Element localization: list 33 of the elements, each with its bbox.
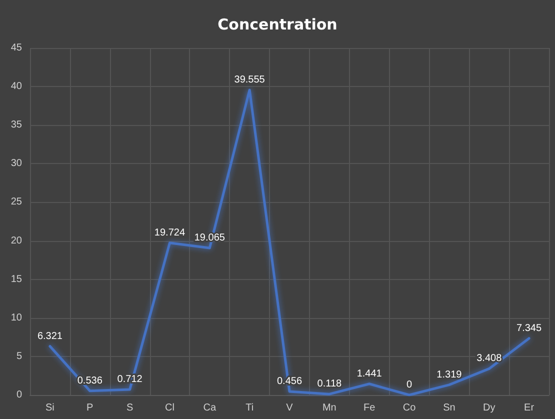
data-label: 6.321 [37, 330, 63, 342]
x-tick-label: Ca [203, 402, 216, 414]
data-label: 3.408 [476, 353, 502, 364]
data-label: 0 [406, 380, 412, 390]
data-label: 1.441 [356, 368, 382, 380]
x-tick-label: Mn [322, 402, 336, 414]
y-tick-label: 0 [16, 390, 22, 400]
x-tick-label: Sn [443, 402, 456, 414]
x-tick-label: Dy [483, 402, 496, 414]
x-tick-label: Si [46, 402, 54, 414]
y-tick-label: 40 [10, 81, 22, 92]
y-tick-label: 5 [16, 350, 22, 362]
data-label: 19.724 [154, 227, 186, 238]
x-tick-label: Er [524, 402, 535, 414]
y-tick-label: 30 [10, 158, 22, 170]
x-tick-label: S [126, 402, 134, 414]
data-label: 0.118 [317, 378, 342, 390]
data-label: 1.319 [436, 369, 462, 380]
y-tick-label: 45 [10, 42, 22, 54]
x-tick-label: P [86, 402, 94, 414]
x-tick-label: Co [402, 402, 416, 414]
x-tick-label: Ti [246, 402, 254, 414]
chart-title: Concentration [218, 16, 338, 34]
data-label: 39.555 [234, 74, 266, 86]
y-tick-label: 20 [10, 235, 22, 246]
x-tick-label: Fe [364, 402, 376, 414]
y-tick-label: 10 [10, 312, 22, 324]
y-tick-label: 35 [10, 120, 22, 131]
data-label: 7.345 [516, 322, 542, 334]
y-tick-label: 15 [10, 274, 22, 285]
x-tick-label: V [286, 402, 294, 414]
x-tick-label: Cl [165, 402, 174, 414]
y-tick-label: 25 [10, 196, 22, 208]
